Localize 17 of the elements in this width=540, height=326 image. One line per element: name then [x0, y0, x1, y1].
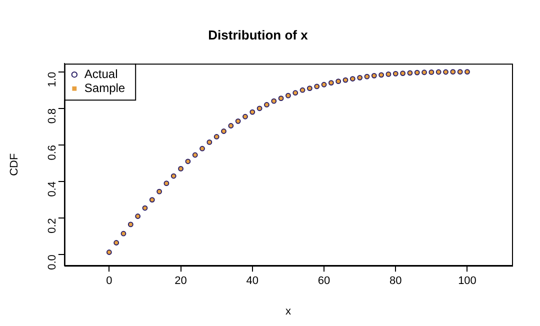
y-tick-label: 0.8: [46, 108, 58, 124]
x-tick-label: 20: [174, 275, 187, 288]
chart-title: Distribution of x: [208, 27, 309, 42]
legend-label: Actual: [84, 66, 118, 81]
y-tick-label: 0.6: [46, 144, 58, 160]
x-tick-label: 40: [246, 275, 259, 288]
y-tick-label: 1.0: [46, 72, 58, 88]
x-tick-label: 80: [390, 275, 402, 288]
x-axis-title: x: [285, 305, 292, 318]
x-tick-label: 100: [458, 275, 476, 288]
y-tick-label: 0.4: [46, 182, 58, 197]
y-tick-label: 0.2: [46, 218, 58, 234]
y-axis-title: CDF: [8, 153, 21, 176]
x-tick-label: 0: [106, 275, 112, 288]
x-tick-label: 60: [318, 275, 330, 288]
y-tick-label: 0.0: [46, 254, 58, 270]
legend-label: Sample: [84, 80, 126, 95]
